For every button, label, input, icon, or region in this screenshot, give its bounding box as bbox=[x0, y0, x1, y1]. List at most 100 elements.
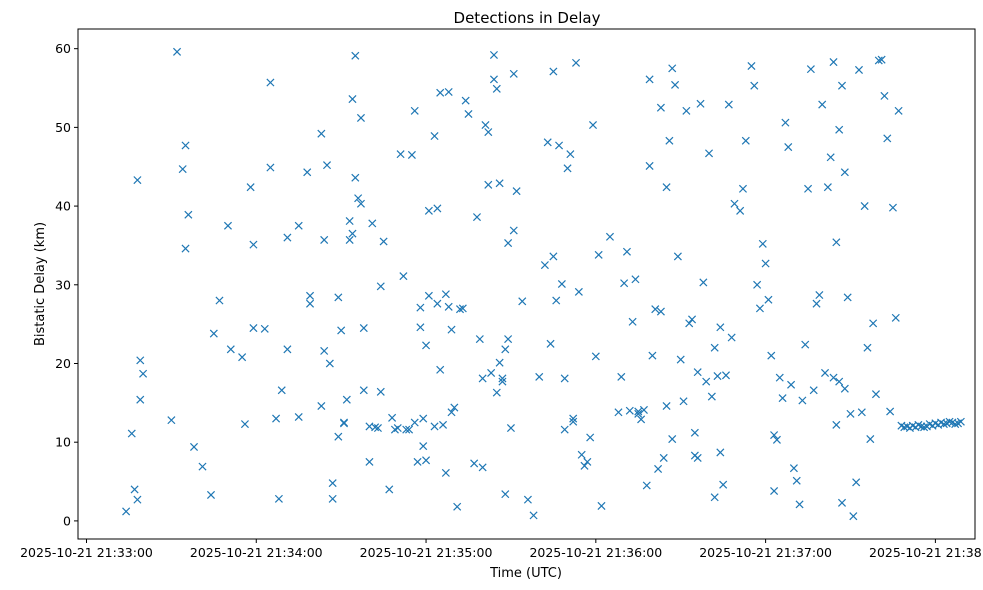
data-point bbox=[546, 339, 555, 348]
data-point bbox=[560, 374, 569, 383]
data-point bbox=[436, 365, 445, 374]
data-point bbox=[475, 335, 484, 344]
data-point bbox=[373, 424, 382, 433]
data-point bbox=[656, 307, 665, 316]
data-point bbox=[501, 490, 510, 499]
data-point bbox=[388, 413, 397, 422]
data-point bbox=[620, 279, 629, 288]
data-point bbox=[407, 150, 416, 159]
data-point bbox=[945, 417, 954, 426]
data-point bbox=[447, 408, 456, 417]
data-point bbox=[821, 368, 830, 377]
y-tick-label: 40 bbox=[55, 199, 71, 214]
data-point bbox=[492, 388, 501, 397]
data-point bbox=[181, 141, 190, 150]
data-point bbox=[823, 183, 832, 192]
data-point bbox=[498, 374, 507, 383]
data-point bbox=[215, 296, 224, 305]
data-point bbox=[761, 259, 770, 268]
data-point bbox=[560, 425, 569, 434]
data-point bbox=[518, 297, 527, 306]
data-point bbox=[716, 323, 725, 332]
data-point bbox=[917, 422, 926, 431]
data-point bbox=[441, 290, 450, 299]
data-point bbox=[738, 184, 747, 193]
data-point bbox=[829, 373, 838, 382]
data-point bbox=[569, 417, 578, 426]
data-point bbox=[127, 429, 136, 438]
data-point bbox=[351, 173, 360, 182]
data-point bbox=[306, 299, 315, 308]
data-point bbox=[416, 303, 425, 312]
data-point bbox=[874, 56, 883, 65]
data-point bbox=[832, 420, 841, 429]
data-point bbox=[871, 390, 880, 399]
data-point bbox=[328, 494, 337, 503]
data-point bbox=[385, 485, 394, 494]
data-point bbox=[753, 280, 762, 289]
data-point bbox=[441, 468, 450, 477]
data-point bbox=[348, 95, 357, 104]
data-point bbox=[832, 238, 841, 247]
data-point bbox=[320, 235, 329, 244]
data-point bbox=[272, 414, 281, 423]
data-point bbox=[656, 103, 665, 112]
data-point bbox=[659, 453, 668, 462]
data-point bbox=[356, 199, 365, 208]
y-tick-label: 0 bbox=[63, 513, 71, 528]
data-point bbox=[325, 359, 334, 368]
data-point bbox=[837, 81, 847, 90]
data-point bbox=[818, 100, 827, 109]
data-point bbox=[122, 507, 131, 516]
data-point bbox=[430, 422, 439, 431]
data-point bbox=[605, 232, 614, 241]
y-axis-ticks: 0 10 20 30 40 50 60 bbox=[55, 41, 78, 528]
data-point bbox=[173, 47, 182, 56]
data-point bbox=[283, 345, 292, 354]
data-point bbox=[877, 55, 886, 64]
x-tick-label: 2025-10-21 21:38:00 bbox=[869, 545, 983, 560]
data-point bbox=[294, 221, 303, 230]
data-point bbox=[588, 120, 598, 130]
data-point bbox=[815, 290, 824, 300]
data-point bbox=[594, 250, 603, 259]
data-point bbox=[365, 457, 374, 466]
data-point bbox=[920, 423, 929, 432]
x-tick-label: 2025-10-21 21:33:00 bbox=[20, 545, 153, 560]
data-point bbox=[189, 442, 199, 451]
data-point bbox=[778, 394, 787, 403]
data-point bbox=[645, 75, 654, 84]
data-point bbox=[866, 435, 875, 444]
plot-frame bbox=[77, 28, 976, 540]
data-point bbox=[422, 341, 431, 350]
data-point bbox=[453, 502, 462, 511]
data-point bbox=[359, 324, 368, 333]
data-point bbox=[495, 179, 504, 188]
data-point bbox=[583, 457, 592, 466]
data-point bbox=[693, 453, 702, 462]
data-point bbox=[181, 244, 190, 253]
data-point bbox=[798, 396, 807, 405]
data-point bbox=[368, 219, 377, 228]
x-tick-label: 2025-10-21 21:34:00 bbox=[190, 545, 323, 560]
data-point bbox=[303, 168, 312, 177]
data-point bbox=[535, 372, 544, 381]
data-point bbox=[489, 50, 498, 59]
data-point bbox=[354, 194, 363, 203]
data-point bbox=[430, 132, 439, 141]
data-point bbox=[571, 58, 581, 67]
data-point bbox=[792, 476, 801, 485]
data-point bbox=[260, 324, 269, 333]
data-point bbox=[736, 206, 745, 215]
data-point bbox=[835, 377, 844, 386]
data-point bbox=[317, 401, 326, 411]
data-point bbox=[549, 67, 558, 76]
x-axis-ticks: 2025-10-21 21:33:00 2025-10-21 21:34:00 20… bbox=[20, 539, 983, 560]
data-point bbox=[478, 463, 487, 472]
data-point bbox=[223, 221, 232, 230]
data-point bbox=[597, 501, 606, 510]
data-point bbox=[495, 358, 504, 367]
data-point bbox=[209, 329, 218, 338]
data-point bbox=[506, 424, 515, 433]
